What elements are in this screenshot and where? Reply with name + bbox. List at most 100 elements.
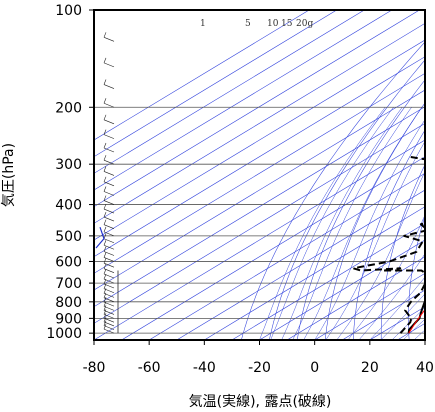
moist-adiabat-line <box>314 119 425 340</box>
wind-barb-flag <box>103 79 107 85</box>
moist-adiabat-line <box>281 107 403 340</box>
wind-barb <box>103 171 115 176</box>
moist-adiabat-line <box>424 339 425 340</box>
mixing-ratio-label: 15 <box>281 19 293 29</box>
wind-barb-flag <box>103 268 107 275</box>
wind-barb-flag <box>103 297 107 303</box>
wind-barb-flag <box>103 316 107 323</box>
dry-adiabat-line <box>408 215 425 340</box>
x-tick-label: -80 <box>83 360 106 376</box>
wind-barb <box>103 62 115 68</box>
mixing-ratio-labels: 1 5 10 15 20g <box>200 19 313 29</box>
wind-barb-flag <box>103 166 107 172</box>
moist-adiabat-line <box>259 107 386 340</box>
wind-barb <box>103 273 115 279</box>
mixing-ratio-label: 20g <box>296 19 313 29</box>
wind-barb-flag <box>103 301 107 307</box>
wind-barb <box>103 262 115 268</box>
wind-barb-flag <box>103 226 107 232</box>
x-tick-label: -20 <box>248 360 271 376</box>
wind-barb <box>103 181 115 187</box>
wind-barb <box>103 238 115 243</box>
wind-barb <box>103 191 115 196</box>
wind-barb <box>103 328 115 334</box>
wind-barb-flag <box>103 32 107 38</box>
wind-barb-flag <box>103 252 107 258</box>
isotherm-line <box>94 10 393 191</box>
wind-barb <box>103 321 115 327</box>
dry-adiabat-line <box>325 102 425 340</box>
profiles <box>352 156 425 334</box>
x-axis: -80 -60 -40 -20 0 20 40 <box>83 340 434 376</box>
wind-barb <box>103 283 115 289</box>
wind-barb <box>103 317 115 323</box>
wind-barb <box>103 278 115 284</box>
dewpoint-line <box>352 156 425 334</box>
grid <box>94 106 425 334</box>
isotherm-line <box>397 322 425 340</box>
wind-barb <box>103 37 115 42</box>
isotherm-line <box>314 272 425 340</box>
wind-barb <box>103 297 115 303</box>
wind-barb-flag <box>103 211 107 218</box>
wind-barb-flag <box>103 176 107 182</box>
isotherm-line <box>176 189 425 340</box>
wind-barb-flag <box>103 142 107 149</box>
y-tick-label: 600 <box>55 254 82 270</box>
mixing-ratio-label: 5 <box>245 19 251 29</box>
isotherm-line <box>94 10 365 174</box>
y-axis-title: 気圧(hPa) <box>1 143 17 207</box>
wind-barb-flag <box>103 324 107 330</box>
isotherm-line <box>94 10 310 141</box>
wind-barb <box>103 208 115 214</box>
y-tick-label: 100 <box>55 3 82 19</box>
isotherm-line <box>121 156 425 340</box>
wind-barb <box>103 224 115 229</box>
wind-barb-flag <box>103 203 107 210</box>
x-tick-label: 20 <box>361 360 379 376</box>
isotherm-line <box>149 172 425 340</box>
isotherm-line <box>94 10 420 208</box>
y-tick-label: 700 <box>55 276 82 292</box>
wind-barb <box>103 244 115 250</box>
isotherm-line <box>342 289 425 340</box>
wind-barb <box>103 257 115 262</box>
isotherm-line <box>424 339 425 340</box>
dry-adiabat-line <box>241 41 425 340</box>
moist-adiabat-line <box>336 171 425 340</box>
wind-barb <box>103 325 115 330</box>
wind-barb-flag <box>103 186 107 192</box>
wind-barb <box>103 293 115 298</box>
wind-barb <box>103 200 115 205</box>
wind-barb-flag <box>103 320 107 326</box>
wind-barb <box>103 306 115 311</box>
moist-adiabat-line <box>292 107 412 340</box>
mixing-ratio-label: 1 <box>200 19 206 29</box>
wind-barb-flag <box>103 195 107 201</box>
x-tick-label: 40 <box>416 360 434 376</box>
moist-adiabat-line <box>325 140 425 340</box>
moist-adiabat-line <box>369 276 425 340</box>
y-tick-label: 900 <box>55 311 82 327</box>
temperature-line <box>407 298 425 334</box>
wind-barb-flag <box>103 57 107 64</box>
wind-barbs <box>95 32 119 334</box>
isotherm-line <box>94 10 337 158</box>
isotherm-line <box>204 206 425 340</box>
isotherm-line <box>286 256 425 340</box>
wind-barb-flag <box>103 114 107 120</box>
y-tick-label: 200 <box>55 100 82 116</box>
x-tick-label: 0 <box>310 360 319 376</box>
isotherm-line <box>94 22 425 224</box>
wind-barb-flag <box>103 155 107 161</box>
plot-frame <box>93 9 426 341</box>
wind-barb-flag <box>103 246 107 252</box>
moist-adiabat-line <box>270 107 394 340</box>
isotherm-line <box>259 239 425 340</box>
isotherm-line <box>94 139 425 340</box>
x-tick-label: -60 <box>138 360 161 376</box>
moist-adiabat-line <box>347 214 425 340</box>
wind-barb-flag <box>103 129 107 135</box>
